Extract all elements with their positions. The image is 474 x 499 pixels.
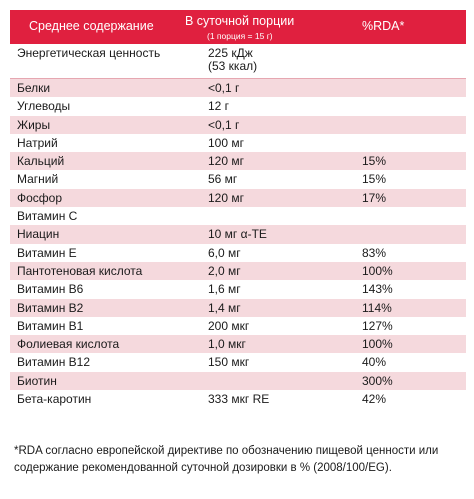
table-row: Углеводы 12 г (10, 97, 466, 115)
table-row: Энергетическая ценность 225 кДж (53 ккал… (10, 44, 466, 79)
table-row: Бета-каротин 333 мкг RE 42% (10, 390, 466, 408)
nutrient-rda: 300% (362, 373, 393, 388)
nutrient-rda: 100% (362, 337, 393, 352)
nutrient-value: 1,6 мг (208, 282, 241, 297)
nutrient-value: 200 мкг (208, 318, 250, 333)
nutrient-value: <0,1 г (208, 81, 240, 95)
nutrient-value: 10 мг α-TE (208, 227, 267, 242)
nutrient-value: 225 кДж (53 ккал) (208, 44, 257, 72)
nutrient-name: Биотин (17, 373, 57, 388)
table-row: Витамин B2 1,4 мг 114% (10, 298, 466, 317)
nutrient-value: 333 мкг RE (208, 392, 270, 407)
nutrient-name: Фолиевая кислота (17, 337, 120, 352)
nutrient-name: Фосфор (17, 190, 63, 205)
nutrient-name: Белки (17, 81, 51, 95)
nutrient-rda: 83% (362, 245, 387, 260)
table-row: Кальций 120 мг 15% (10, 152, 466, 171)
nutrient-name: Витамин B6 (17, 282, 84, 297)
nutrient-rda: 15% (362, 154, 387, 169)
header-rda: %RDA* (362, 19, 405, 33)
nutrient-name: Витамин E (17, 245, 77, 260)
nutrient-name: Магний (17, 172, 59, 187)
nutrient-name: Энергетическая ценность (17, 46, 161, 60)
nutrient-value: 1,4 мг (208, 300, 241, 315)
table-row: Витамин B1 200 мкг 127% (10, 317, 466, 335)
table-row: Белки <0,1 г (10, 79, 466, 98)
table-row: Пантотеновая кислота 2,0 мг 100% (10, 261, 466, 281)
rda-footnote: *RDA согласно европейской директиве по о… (14, 445, 439, 474)
nutrient-value: 2,0 мг (208, 263, 241, 278)
nutrient-value: 120 мг (208, 154, 244, 169)
nutrient-rda: 100% (362, 263, 393, 278)
nutrient-value-primary: 225 кДж (208, 46, 253, 60)
nutrient-rda: 114% (362, 300, 392, 315)
nutrition-table: Среднее содержание В суточной порции (1 … (10, 10, 466, 408)
nutrient-name: Витамин B2 (17, 300, 84, 315)
nutrient-name: Витамин C (17, 209, 78, 224)
nutrient-rda: 15% (362, 172, 387, 187)
table-row: Фосфор 120 мг 17% (10, 188, 466, 208)
nutrient-name: Натрий (17, 135, 58, 150)
table-row: Витамин C (10, 207, 466, 225)
nutrient-name: Кальций (17, 154, 65, 169)
nutrient-value: <0,1 г (208, 117, 240, 132)
nutrient-name: Углеводы (17, 99, 71, 114)
table-row: Витамин E 6,0 мг 83% (10, 244, 466, 262)
nutrient-rda: 143% (362, 282, 393, 297)
nutrient-name: Бета-каротин (17, 392, 92, 407)
nutrient-name: Витамин B12 (17, 355, 91, 370)
table-row: Фолиевая кислота 1,0 мкг 100% (10, 335, 466, 354)
header-daily-portion-label: В суточной порции (185, 14, 295, 28)
table-row: Натрий 100 мг (10, 134, 466, 152)
header-portion-note: (1 порция = 15 г) (207, 31, 273, 41)
nutrient-value: 1,0 мкг (208, 337, 246, 352)
nutrient-name: Жиры (17, 117, 51, 132)
nutrient-rda: 42% (362, 392, 387, 407)
nutrient-name: Витамин B1 (17, 318, 84, 333)
nutrient-value-secondary: (53 ккал) (208, 59, 258, 73)
header-daily-portion: В суточной порции (1 порция = 15 г) (185, 14, 294, 41)
nutrient-value: 120 мг (208, 190, 244, 205)
nutrient-value: 12 г (208, 99, 230, 114)
table-row: Витамин B12 150 мкг 40% (10, 353, 466, 371)
table-row: Витамин B6 1,6 мг 143% (10, 280, 466, 298)
nutrient-name: Ниацин (17, 227, 60, 242)
nutrient-rda: 127% (362, 318, 393, 333)
table-row: Магний 56 мг 15% (10, 170, 466, 188)
nutrient-rda: 40% (362, 355, 387, 370)
nutrient-rda: 17% (362, 190, 387, 205)
table-row: Ниацин 10 мг α-TE (10, 225, 466, 244)
header-average-content: Среднее содержание (29, 19, 154, 33)
table-header: Среднее содержание В суточной порции (1 … (10, 10, 466, 44)
table-row: Биотин 300% (10, 371, 466, 391)
nutrient-name: Пантотеновая кислота (17, 263, 143, 278)
table-row: Жиры <0,1 г (10, 115, 466, 134)
nutrient-value: 150 мкг (208, 355, 250, 370)
nutrient-value: 6,0 мг (208, 245, 241, 260)
nutrient-value: 100 мг (208, 135, 244, 150)
nutrient-value: 56 мг (208, 172, 238, 187)
